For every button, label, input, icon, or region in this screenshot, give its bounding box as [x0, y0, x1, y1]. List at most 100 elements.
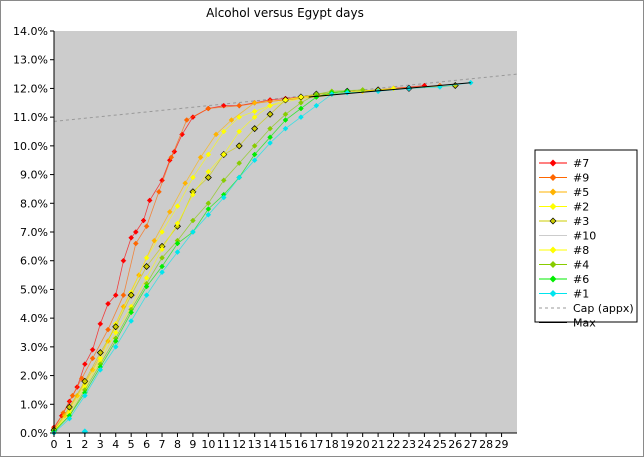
x-tick-label: 23 [402, 438, 416, 451]
data-point [282, 97, 289, 103]
data-point [282, 111, 289, 118]
data-point [267, 140, 273, 146]
y-tick-label: 5.0% [20, 283, 48, 296]
x-tick-label: 5 [128, 438, 135, 451]
data-point [174, 220, 181, 227]
x-tick-label: 19 [340, 438, 354, 451]
legend-item: Cap (appx) [539, 302, 634, 315]
data-point [96, 349, 104, 357]
data-point [251, 157, 258, 164]
data-point [132, 229, 139, 235]
axis-layer: 0.0% 1.0% 2.0% 3.0% 4.0% 5.0% 6.0% 7.0% 8.0% 9.0%… [13, 25, 517, 451]
y-tick-label: 9.0% [20, 169, 48, 182]
data-point [159, 229, 165, 235]
data-point [298, 105, 304, 112]
data-point [128, 318, 135, 324]
data-point [251, 151, 258, 158]
x-tick-label: 24 [417, 438, 431, 451]
data-point [190, 229, 196, 235]
data-point [112, 292, 119, 299]
data-point [82, 361, 88, 367]
data-point [182, 180, 189, 187]
data-point [183, 117, 190, 123]
x-tick-label: 25 [433, 438, 447, 451]
data-point [174, 240, 181, 247]
data-point [236, 160, 243, 166]
data-point [112, 344, 119, 350]
y-tick-label: 12.0% [13, 82, 48, 95]
y-tick-label: 10.0% [13, 140, 48, 153]
x-tick-label: 22 [387, 438, 401, 451]
data-point [298, 99, 304, 106]
series-line [53, 82, 471, 434]
plot-area [54, 31, 517, 433]
y-tick-label: 0.0% [20, 427, 48, 440]
data-point [146, 197, 153, 204]
series-line [308, 82, 471, 98]
data-point [89, 346, 96, 353]
series-7 [51, 87, 366, 435]
x-tick-label: 6 [143, 438, 150, 451]
data-point [120, 257, 127, 264]
data-point [228, 117, 235, 123]
data-point [151, 237, 158, 244]
legend-label: #3 [573, 215, 589, 228]
data-point [159, 246, 165, 253]
data-point [298, 94, 304, 100]
legend-label: #6 [573, 273, 589, 286]
data-point [159, 269, 165, 276]
legend-label: Cap (appx) [573, 302, 634, 315]
series-line [53, 90, 348, 432]
data-point [190, 174, 196, 181]
legend-item: #2 [539, 201, 589, 214]
x-tick-label: 28 [479, 438, 493, 451]
x-tick-label: 12 [232, 438, 246, 451]
data-point [267, 134, 273, 141]
legend-label: #8 [573, 244, 589, 257]
data-point [213, 131, 219, 138]
data-point [112, 329, 119, 336]
x-tick-label: 18 [325, 438, 339, 451]
data-point [267, 102, 273, 109]
data-point [143, 254, 150, 261]
data-point [251, 125, 259, 133]
data-point [140, 217, 147, 224]
data-point [143, 283, 150, 290]
data-point [190, 191, 196, 198]
data-point [166, 209, 173, 215]
chart-title: Alcohol versus Egypt days [206, 6, 364, 20]
legend-item: #6 [539, 273, 589, 286]
y-tick-label: 4.0% [20, 312, 48, 325]
data-point [105, 300, 111, 307]
data-point [282, 125, 289, 132]
data-point [251, 114, 258, 120]
data-point [197, 154, 204, 161]
x-tick-label: 21 [371, 438, 385, 451]
data-point [205, 211, 212, 218]
legend-item: #9 [539, 172, 589, 185]
data-point [143, 292, 150, 299]
data-point [220, 194, 227, 201]
data-point [205, 206, 212, 212]
legend-marker [549, 203, 557, 210]
legend-marker [549, 275, 557, 283]
data-point [282, 117, 289, 123]
legend-item: Max [539, 317, 596, 330]
data-point [236, 174, 243, 181]
legend-item: #3 [539, 215, 589, 228]
x-tick-label: 20 [356, 438, 370, 451]
legend-label: #7 [573, 157, 589, 170]
x-tick-label: 0 [51, 438, 58, 451]
data-point [120, 292, 127, 299]
legend-item: #4 [539, 259, 589, 272]
legend-marker [549, 246, 557, 254]
data-point [251, 143, 258, 149]
data-point [205, 105, 212, 112]
data-point [205, 151, 212, 158]
x-tick-label: 14 [263, 438, 277, 451]
x-tick-label: 1 [66, 438, 73, 451]
data-point [159, 254, 165, 261]
data-point [89, 355, 96, 362]
x-tick-label: 7 [159, 438, 166, 451]
